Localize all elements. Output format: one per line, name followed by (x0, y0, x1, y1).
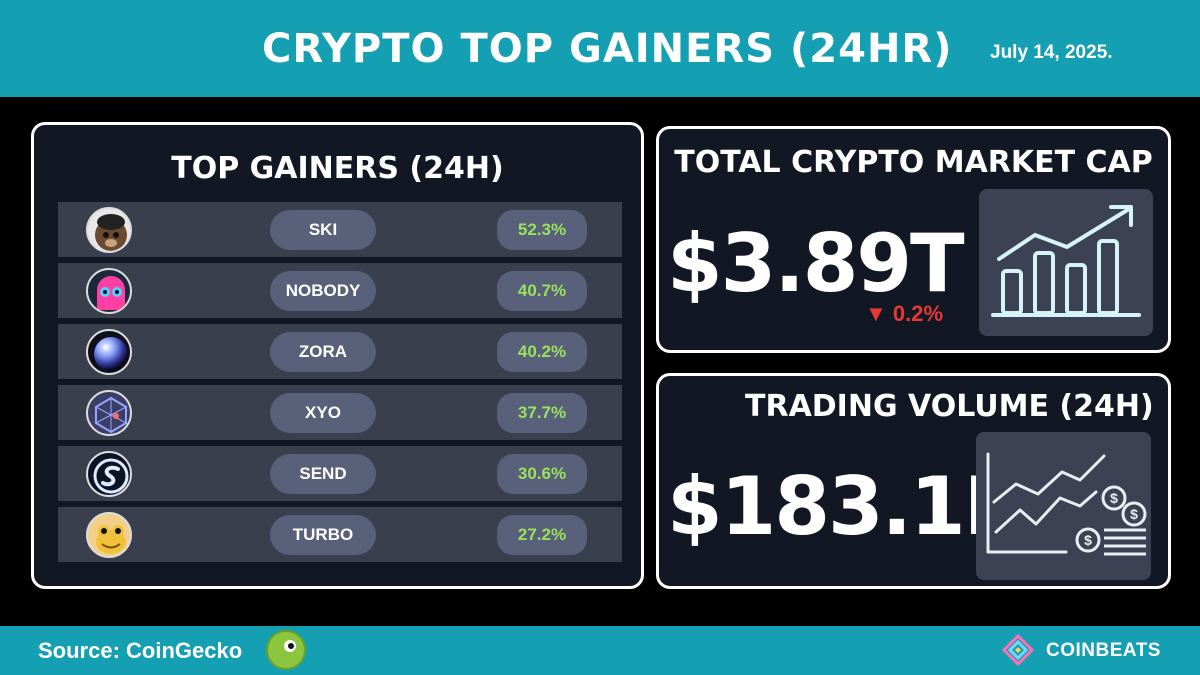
gainer-name: TURBO (270, 515, 376, 555)
trading-volume-panel: TRADING VOLUME (24H) $183.1B $ $ $ (656, 373, 1171, 589)
xyo-hexagon-icon (86, 390, 132, 436)
svg-text:$: $ (1110, 490, 1118, 506)
market-cap-change: ▼ 0.2% (865, 301, 944, 326)
turbo-toad-icon (86, 512, 132, 558)
trading-volume-value: $183.1B (667, 460, 1025, 553)
gainer-name: NOBODY (270, 271, 376, 311)
zora-orb-icon (86, 329, 132, 375)
gainer-row-zora[interactable]: ZORA 40.2% (58, 324, 622, 379)
trading-volume-title: TRADING VOLUME (24H) (745, 389, 1154, 424)
gainer-name: SKI (270, 210, 376, 250)
gainer-change: 37.7% (497, 393, 587, 433)
market-cap-panel: TOTAL CRYPTO MARKET CAP $3.89T ▼ 0.2% (656, 126, 1171, 353)
gainer-row-xyo[interactable]: XYO 37.7% (58, 385, 622, 440)
footer-bar: Source: CoinGecko COINBEATS (0, 626, 1200, 675)
coingecko-logo-icon (266, 630, 306, 670)
header-bar: CRYPTO TOP GAINERS (24HR) July 14, 2025. (0, 0, 1200, 97)
gainer-row-nobody[interactable]: NOBODY 40.7% (58, 263, 622, 318)
top-gainers-title: TOP GAINERS (24H) (171, 151, 504, 186)
gainer-row-ski[interactable]: SKI 52.3% (58, 202, 622, 257)
gainer-change: 40.2% (497, 332, 587, 372)
gainer-change: 52.3% (497, 210, 587, 250)
send-s-icon (86, 451, 132, 497)
gainer-change: 27.2% (497, 515, 587, 555)
gainer-row-turbo[interactable]: TURBO 27.2% (58, 507, 622, 562)
brand-name: COINBEATS (1046, 640, 1161, 661)
gainer-name: ZORA (270, 332, 376, 372)
bar-chart-trend-up-icon (979, 189, 1153, 336)
gainer-name: XYO (270, 393, 376, 433)
svg-text:$: $ (1084, 532, 1092, 548)
coinbeats-logo-icon (1002, 634, 1034, 666)
gainer-change: 30.6% (497, 454, 587, 494)
nobody-ghost-icon (86, 268, 132, 314)
market-cap-value: $3.89T (667, 217, 965, 310)
svg-text:$: $ (1130, 506, 1138, 522)
top-gainers-panel: TOP GAINERS (24H) SKI 52.3% NOBODY (31, 122, 644, 589)
line-chart-coins-icon: $ $ $ (976, 432, 1151, 580)
gainer-row-send[interactable]: SEND 30.6% (58, 446, 622, 501)
ski-dog-icon (86, 207, 132, 253)
gainer-name: SEND (270, 454, 376, 494)
market-cap-title: TOTAL CRYPTO MARKET CAP (674, 145, 1153, 180)
page-title: CRYPTO TOP GAINERS (24HR) (262, 26, 953, 72)
gainer-change: 40.7% (497, 271, 587, 311)
source-label[interactable]: Source: CoinGecko (38, 638, 243, 663)
date-label: July 14, 2025. (990, 42, 1113, 63)
